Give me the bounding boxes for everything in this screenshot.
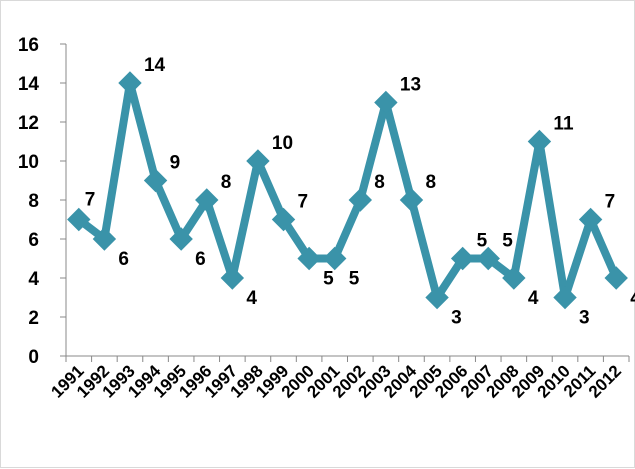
- data-label: 5: [477, 231, 488, 252]
- data-label: 5: [349, 269, 360, 290]
- data-point-marker: [220, 266, 245, 290]
- data-label: 11: [553, 114, 574, 135]
- data-labels: 76149684107558138355411374: [85, 55, 635, 329]
- data-point-marker: [297, 246, 321, 271]
- data-label: 13: [400, 75, 421, 96]
- data-label: 7: [605, 192, 616, 213]
- data-label: 6: [118, 249, 129, 270]
- y-tick-label: 4: [28, 269, 39, 290]
- y-tick-label: 16: [18, 35, 39, 56]
- data-point-marker: [476, 246, 500, 271]
- data-point-marker: [322, 246, 347, 271]
- data-point-marker: [553, 285, 577, 310]
- y-tick-label: 0: [28, 347, 39, 368]
- y-tick-label: 14: [18, 74, 40, 95]
- data-point-marker: [425, 285, 449, 310]
- data-point-marker: [502, 266, 526, 290]
- y-tick-label: 12: [18, 113, 39, 134]
- data-label: 4: [630, 288, 635, 309]
- data-label: 7: [298, 192, 309, 213]
- data-label: 6: [195, 249, 206, 270]
- data-point-marker: [578, 207, 603, 232]
- data-point-marker: [450, 246, 475, 271]
- y-tick-label: 2: [28, 308, 39, 329]
- series-layer: [67, 71, 628, 310]
- y-tick-label: 8: [28, 191, 39, 212]
- data-label: 14: [144, 55, 166, 76]
- data-point-marker: [246, 149, 270, 173]
- y-tick-label: 10: [18, 152, 39, 173]
- data-point-marker: [195, 188, 219, 212]
- data-label: 8: [221, 172, 232, 193]
- data-point-marker: [348, 188, 373, 212]
- data-label: 5: [502, 231, 513, 252]
- y-tick-label: 6: [28, 230, 39, 251]
- data-label: 3: [451, 308, 462, 329]
- data-label: 8: [425, 172, 436, 193]
- data-point-marker: [67, 207, 91, 232]
- data-point-marker: [374, 90, 398, 115]
- data-point-marker: [604, 266, 628, 290]
- data-label: 7: [85, 190, 96, 211]
- data-label: 10: [272, 133, 293, 154]
- data-point-marker: [143, 168, 168, 193]
- data-point-marker: [92, 227, 117, 251]
- data-point-marker: [169, 227, 193, 251]
- data-label: 8: [374, 172, 385, 193]
- series-line: [74, 79, 621, 302]
- data-point-marker: [527, 129, 552, 154]
- data-label: 4: [528, 288, 539, 309]
- data-label: 9: [170, 153, 181, 174]
- data-point-marker: [399, 188, 424, 212]
- data-label: 4: [246, 288, 257, 309]
- data-point-marker: [118, 71, 142, 95]
- data-label: 3: [579, 308, 590, 329]
- data-point-marker: [271, 207, 296, 232]
- data-label: 5: [323, 269, 334, 290]
